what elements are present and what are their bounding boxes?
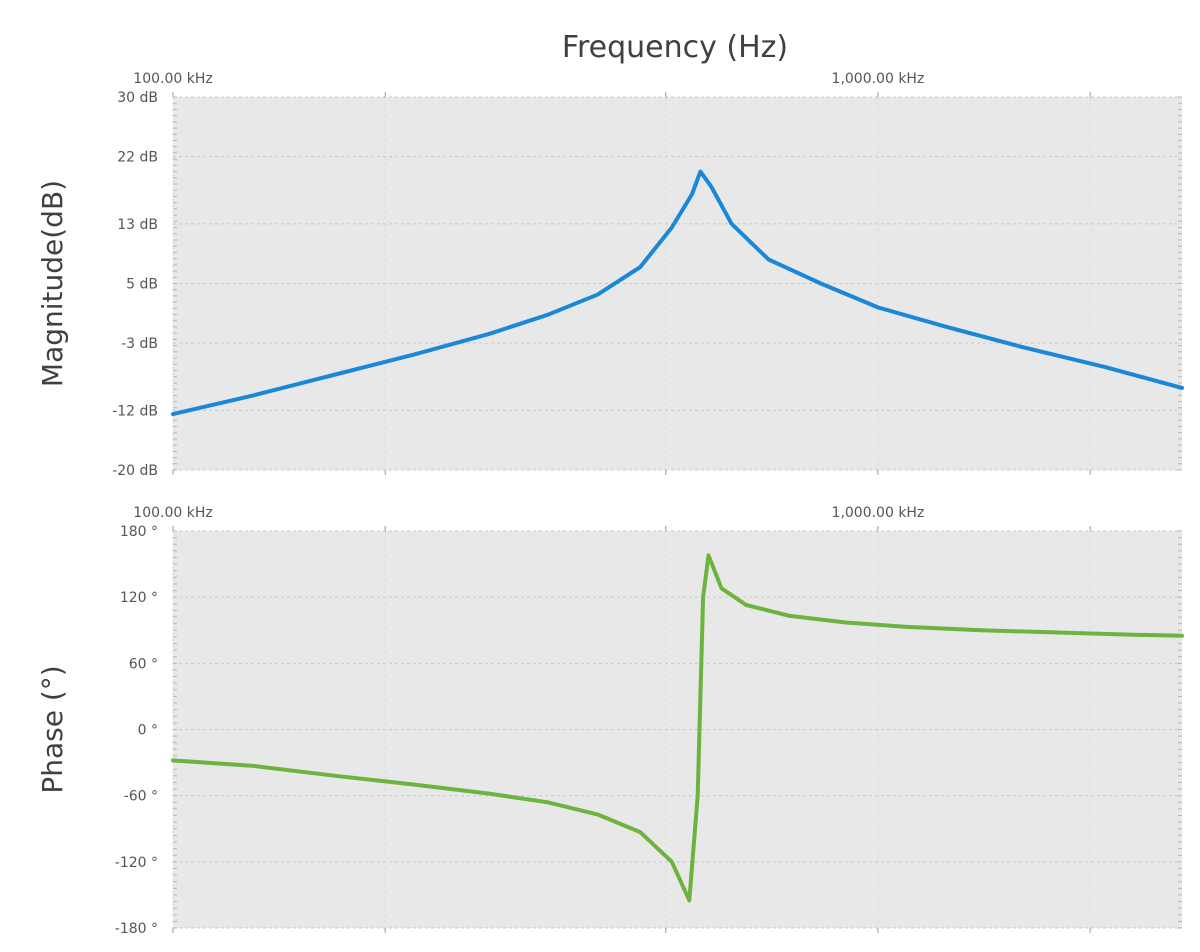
- phase-y-tick-label: 120 °: [120, 590, 158, 606]
- magnitude-x-tick-label: 100.00 kHz: [133, 71, 212, 87]
- phase-series-line: [171, 553, 1184, 903]
- magnitude-panel: 30 dB 22 dB 13 dB 5 dB -3 dB -12 dB -20 dB 100.…: [36, 71, 1184, 479]
- phase-y-tick-label: -180 °: [115, 921, 158, 937]
- phase-panel: 180 ° 120 ° 60 ° 0 ° -60 ° -120 ° -180 ° 100.00…: [36, 505, 1184, 937]
- magnitude-x-tick-label: 1,000.00 kHz: [832, 71, 925, 87]
- phase-y-axis-label: Phase (°): [36, 665, 69, 793]
- phase-x-tick-label: 1,000.00 kHz: [832, 505, 925, 521]
- magnitude-y-tick-label: -3 dB: [121, 336, 158, 352]
- phase-x-tick-label: 100.00 kHz: [133, 505, 212, 521]
- magnitude-y-tick-label: 30 dB: [117, 90, 158, 106]
- chart-title: Frequency (Hz): [562, 30, 788, 65]
- magnitude-y-tick-label: 22 dB: [117, 150, 158, 166]
- magnitude-y-tick-label: 13 dB: [117, 217, 158, 233]
- magnitude-y-tick-label: -20 dB: [112, 463, 158, 479]
- magnitude-y-tick-label: 5 dB: [126, 277, 158, 293]
- phase-y-tick-label: 0 °: [138, 723, 158, 739]
- phase-y-tick-label: -60 °: [124, 789, 158, 805]
- phase-y-tick-label: -120 °: [115, 855, 158, 871]
- magnitude-y-axis-label: Magnitude(dB): [36, 180, 69, 387]
- phase-y-tick-label: 180 °: [120, 524, 158, 540]
- magnitude-y-tick-label: -12 dB: [112, 403, 158, 419]
- magnitude-series-line: [171, 169, 1184, 417]
- phase-y-tick-label: 60 °: [129, 656, 158, 672]
